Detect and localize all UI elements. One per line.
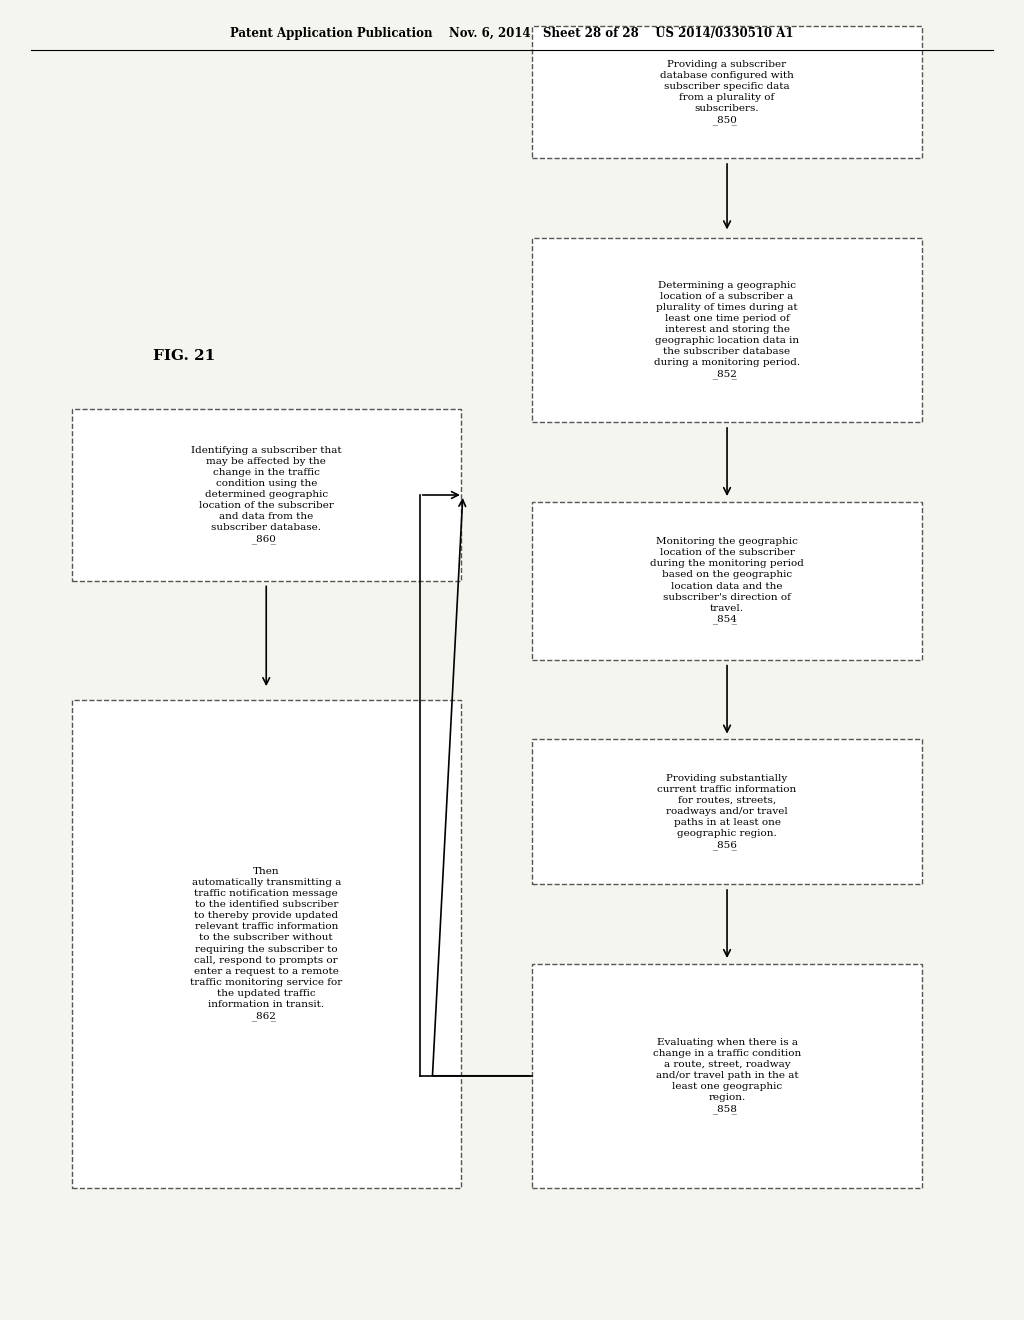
Text: Providing substantially
current traffic information
for routes, streets,
roadway: Providing substantially current traffic … [657, 774, 797, 850]
FancyBboxPatch shape [532, 502, 922, 660]
Text: Identifying a subscriber that
may be affected by the
change in the traffic
condi: Identifying a subscriber that may be aff… [190, 446, 342, 544]
FancyBboxPatch shape [532, 26, 922, 158]
FancyBboxPatch shape [72, 700, 461, 1188]
FancyBboxPatch shape [72, 409, 461, 581]
FancyBboxPatch shape [532, 739, 922, 884]
Text: FIG. 21: FIG. 21 [154, 350, 215, 363]
Text: Providing a subscriber
database configured with
subscriber specific data
from a : Providing a subscriber database configur… [660, 59, 794, 125]
Text: Monitoring the geographic
location of the subscriber
during the monitoring perio: Monitoring the geographic location of th… [650, 537, 804, 624]
Text: Then
automatically transmitting a
traffic notification message
to the identified: Then automatically transmitting a traffi… [190, 867, 342, 1020]
Text: Determining a geographic
location of a subscriber a
plurality of times during at: Determining a geographic location of a s… [654, 281, 800, 379]
FancyBboxPatch shape [532, 238, 922, 422]
Text: Evaluating when there is a
change in a traffic condition
a route, street, roadwa: Evaluating when there is a change in a t… [653, 1038, 801, 1114]
Text: Patent Application Publication    Nov. 6, 2014   Sheet 28 of 28    US 2014/03305: Patent Application Publication Nov. 6, 2… [230, 26, 794, 40]
FancyBboxPatch shape [532, 964, 922, 1188]
